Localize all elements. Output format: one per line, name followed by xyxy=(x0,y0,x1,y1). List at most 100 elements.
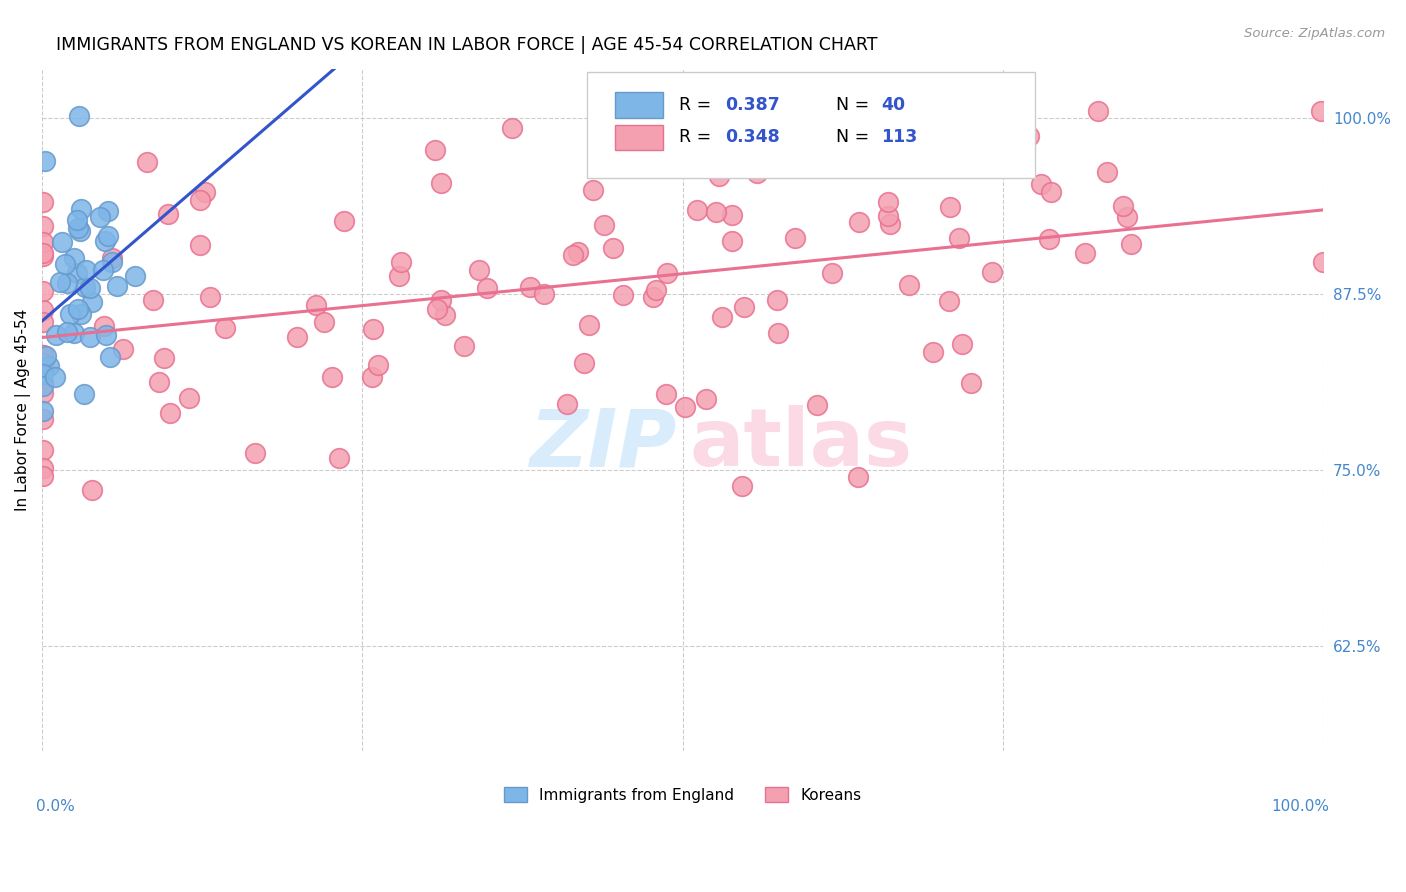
Point xyxy=(32,356,55,370)
Point xyxy=(32,249,55,263)
Point xyxy=(430,176,453,190)
Point xyxy=(733,300,755,314)
Point xyxy=(572,356,595,370)
Point xyxy=(304,298,326,312)
Point xyxy=(821,266,844,280)
Point xyxy=(66,302,89,317)
Point xyxy=(79,330,101,344)
Point xyxy=(1018,128,1040,143)
Point xyxy=(533,286,555,301)
Point xyxy=(98,351,121,365)
Point xyxy=(745,166,768,180)
Point xyxy=(94,235,117,249)
Point xyxy=(82,483,104,498)
Point xyxy=(939,200,962,214)
Point xyxy=(34,154,56,169)
Point xyxy=(32,404,55,418)
Point xyxy=(1111,199,1133,213)
Point xyxy=(389,255,412,269)
Text: 0.0%: 0.0% xyxy=(35,799,75,814)
Point xyxy=(561,247,583,261)
Point xyxy=(157,206,180,220)
Point xyxy=(59,307,82,321)
Point xyxy=(555,397,578,411)
Point xyxy=(142,293,165,307)
Point xyxy=(593,218,616,232)
Point xyxy=(938,294,960,309)
Point xyxy=(32,315,55,329)
Text: 40: 40 xyxy=(882,96,905,114)
Point xyxy=(1087,103,1109,118)
Point xyxy=(32,302,55,317)
Text: ZIP: ZIP xyxy=(529,405,676,483)
Point xyxy=(32,348,55,362)
Point xyxy=(35,349,58,363)
Point xyxy=(79,281,101,295)
Point xyxy=(214,320,236,334)
Point xyxy=(766,293,789,307)
Point xyxy=(328,450,350,465)
Point xyxy=(105,278,128,293)
Point xyxy=(124,269,146,284)
Point xyxy=(501,121,523,136)
Point xyxy=(388,268,411,283)
Point xyxy=(188,194,211,208)
Point xyxy=(101,254,124,268)
Point xyxy=(32,461,55,475)
Point xyxy=(430,293,453,307)
Point xyxy=(101,251,124,265)
Point xyxy=(720,208,742,222)
Point xyxy=(153,351,176,365)
Point xyxy=(695,392,717,407)
Point xyxy=(655,266,678,280)
Point xyxy=(363,322,385,336)
Point xyxy=(360,370,382,384)
Point xyxy=(948,231,970,245)
Point xyxy=(97,204,120,219)
Point xyxy=(1074,245,1097,260)
Point xyxy=(32,219,55,233)
Text: N =: N = xyxy=(837,96,875,114)
Point xyxy=(898,277,921,292)
Point xyxy=(287,330,309,344)
Point xyxy=(190,238,212,252)
Point xyxy=(32,386,55,401)
Point xyxy=(720,234,742,248)
Point xyxy=(66,213,89,227)
Point xyxy=(643,290,665,304)
Point xyxy=(93,319,115,334)
Point xyxy=(858,139,880,153)
Point xyxy=(44,370,66,384)
Point xyxy=(314,315,336,329)
FancyBboxPatch shape xyxy=(586,72,1035,178)
Point xyxy=(66,221,89,235)
Text: Source: ZipAtlas.com: Source: ZipAtlas.com xyxy=(1244,27,1385,40)
Point xyxy=(1312,254,1334,268)
Point xyxy=(707,169,730,184)
Point xyxy=(578,318,600,333)
Point xyxy=(950,337,973,351)
FancyBboxPatch shape xyxy=(614,125,664,151)
Point xyxy=(1121,237,1143,252)
Point xyxy=(1116,210,1139,224)
Point xyxy=(177,391,200,405)
Point xyxy=(612,288,634,302)
Point xyxy=(877,194,900,209)
Point xyxy=(644,283,666,297)
Point xyxy=(32,245,55,260)
Point xyxy=(32,284,55,298)
Point xyxy=(980,265,1002,279)
Text: 0.387: 0.387 xyxy=(725,96,780,114)
Point xyxy=(655,386,678,401)
Text: R =: R = xyxy=(679,96,717,114)
Legend: Immigrants from England, Koreans: Immigrants from England, Koreans xyxy=(498,780,868,809)
Point xyxy=(367,358,389,372)
Point xyxy=(67,109,90,123)
Text: R =: R = xyxy=(679,128,717,146)
Point xyxy=(704,204,727,219)
Point xyxy=(245,446,267,460)
Point xyxy=(73,386,96,401)
Point xyxy=(425,143,447,157)
Y-axis label: In Labor Force | Age 45-54: In Labor Force | Age 45-54 xyxy=(15,309,31,511)
Point xyxy=(673,401,696,415)
